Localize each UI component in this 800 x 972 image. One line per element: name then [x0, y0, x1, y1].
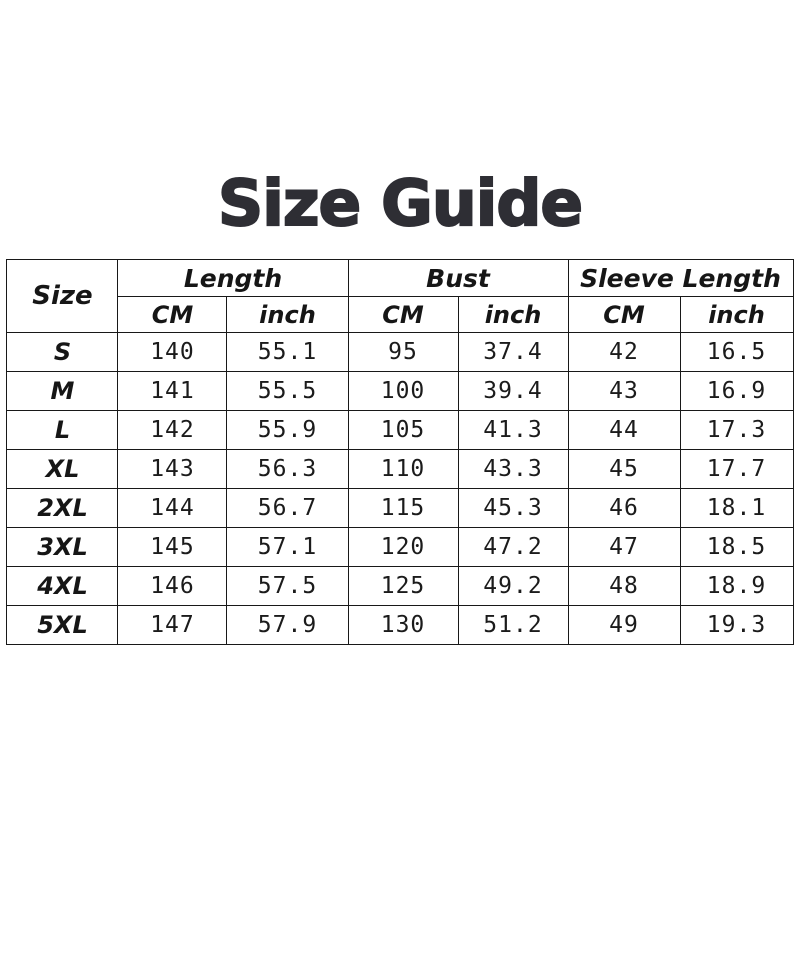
- table-cell: 57.1: [226, 527, 349, 567]
- col-header-length-inch: inch: [226, 296, 349, 333]
- col-header-bust-cm: CM: [347, 296, 459, 333]
- size-label-cell: XL: [6, 449, 119, 489]
- table-cell: 49.2: [457, 566, 569, 606]
- table-cell: 55.1: [226, 332, 349, 372]
- table-cell: 130: [347, 605, 459, 645]
- table-row-l: L 142 55.9 105 41.3 44 17.3: [6, 410, 794, 450]
- table-row-5xl: 5XL 147 57.9 130 51.2 49 19.3: [6, 605, 794, 645]
- table-cell: 18.1: [679, 488, 794, 528]
- table-cell: 55.9: [226, 410, 349, 450]
- table-cell: 43: [567, 371, 681, 411]
- size-label-cell: 4XL: [6, 566, 119, 606]
- table-cell: 48: [567, 566, 681, 606]
- table-cell: 43.3: [457, 449, 569, 489]
- table-cell: 56.3: [226, 449, 349, 489]
- table-cell: 142: [117, 410, 228, 450]
- col-header-bust-inch: inch: [457, 296, 569, 333]
- table-cell: 46: [567, 488, 681, 528]
- table-row-s: S 140 55.1 95 37.4 42 16.5: [6, 332, 794, 372]
- table-cell: 18.9: [679, 566, 794, 606]
- table-cell: 47: [567, 527, 681, 567]
- col-group-bust: Bust: [347, 259, 569, 297]
- table-cell: 41.3: [457, 410, 569, 450]
- table-cell: 57.5: [226, 566, 349, 606]
- col-group-length: Length: [117, 259, 349, 297]
- col-header-size: Size: [6, 259, 119, 333]
- col-header-length-cm: CM: [117, 296, 228, 333]
- table-cell: 47.2: [457, 527, 569, 567]
- table-cell: 16.5: [679, 332, 794, 372]
- table-cell: 146: [117, 566, 228, 606]
- table-cell: 45: [567, 449, 681, 489]
- table-cell: 49: [567, 605, 681, 645]
- table-cell: 45.3: [457, 488, 569, 528]
- size-label-cell: 2XL: [6, 488, 119, 528]
- table-cell: 39.4: [457, 371, 569, 411]
- table-cell: 19.3: [679, 605, 794, 645]
- table-cell: 17.3: [679, 410, 794, 450]
- table-cell: 16.9: [679, 371, 794, 411]
- table-cell: 18.5: [679, 527, 794, 567]
- table-row-3xl: 3XL 145 57.1 120 47.2 47 18.5: [6, 527, 794, 567]
- size-label-cell: S: [6, 332, 119, 372]
- table-cell: 55.5: [226, 371, 349, 411]
- table-cell: 42: [567, 332, 681, 372]
- table-cell: 37.4: [457, 332, 569, 372]
- table-row-4xl: 4XL 146 57.5 125 49.2 48 18.9: [6, 566, 794, 606]
- page-title: Size Guide: [217, 167, 584, 240]
- header-unit-row: CM inch CM inch CM inch: [7, 296, 794, 333]
- size-label-cell: L: [6, 410, 119, 450]
- table-cell: 17.7: [679, 449, 794, 489]
- header-group-row: Size Length Bust Sleeve Length: [6, 259, 794, 333]
- table-body: S 140 55.1 95 37.4 42 16.5 M 141 55.5 10…: [6, 332, 794, 645]
- table-cell: 120: [347, 527, 459, 567]
- table-cell: 95: [347, 332, 459, 372]
- table-header: Size Length Bust Sleeve Length CM inch C…: [6, 259, 794, 333]
- table-cell: 125: [347, 566, 459, 606]
- table-cell: 141: [117, 371, 228, 411]
- size-guide-table: Size Length Bust Sleeve Length CM inch C…: [6, 259, 794, 645]
- size-label-cell: M: [6, 371, 119, 411]
- table-cell: 147: [117, 605, 228, 645]
- table-row-m: M 141 55.5 100 39.4 43 16.9: [6, 371, 794, 411]
- table-row-2xl: 2XL 144 56.7 115 45.3 46 18.1: [6, 488, 794, 528]
- table-cell: 51.2: [457, 605, 569, 645]
- table-cell: 115: [347, 488, 459, 528]
- table-cell: 110: [347, 449, 459, 489]
- table-cell: 140: [117, 332, 228, 372]
- table-row-xl: XL 143 56.3 110 43.3 45 17.7: [6, 449, 794, 489]
- col-header-sleeve-cm: CM: [567, 296, 681, 333]
- col-group-sleeve-length: Sleeve Length: [567, 259, 794, 297]
- table-cell: 144: [117, 488, 228, 528]
- table-cell: 44: [567, 410, 681, 450]
- table-cell: 143: [117, 449, 228, 489]
- table-cell: 57.9: [226, 605, 349, 645]
- table-cell: 105: [347, 410, 459, 450]
- table-cell: 56.7: [226, 488, 349, 528]
- col-header-sleeve-inch: inch: [679, 296, 794, 333]
- size-label-cell: 5XL: [6, 605, 119, 645]
- size-label-cell: 3XL: [6, 527, 119, 567]
- table-cell: 100: [347, 371, 459, 411]
- table-cell: 145: [117, 527, 228, 567]
